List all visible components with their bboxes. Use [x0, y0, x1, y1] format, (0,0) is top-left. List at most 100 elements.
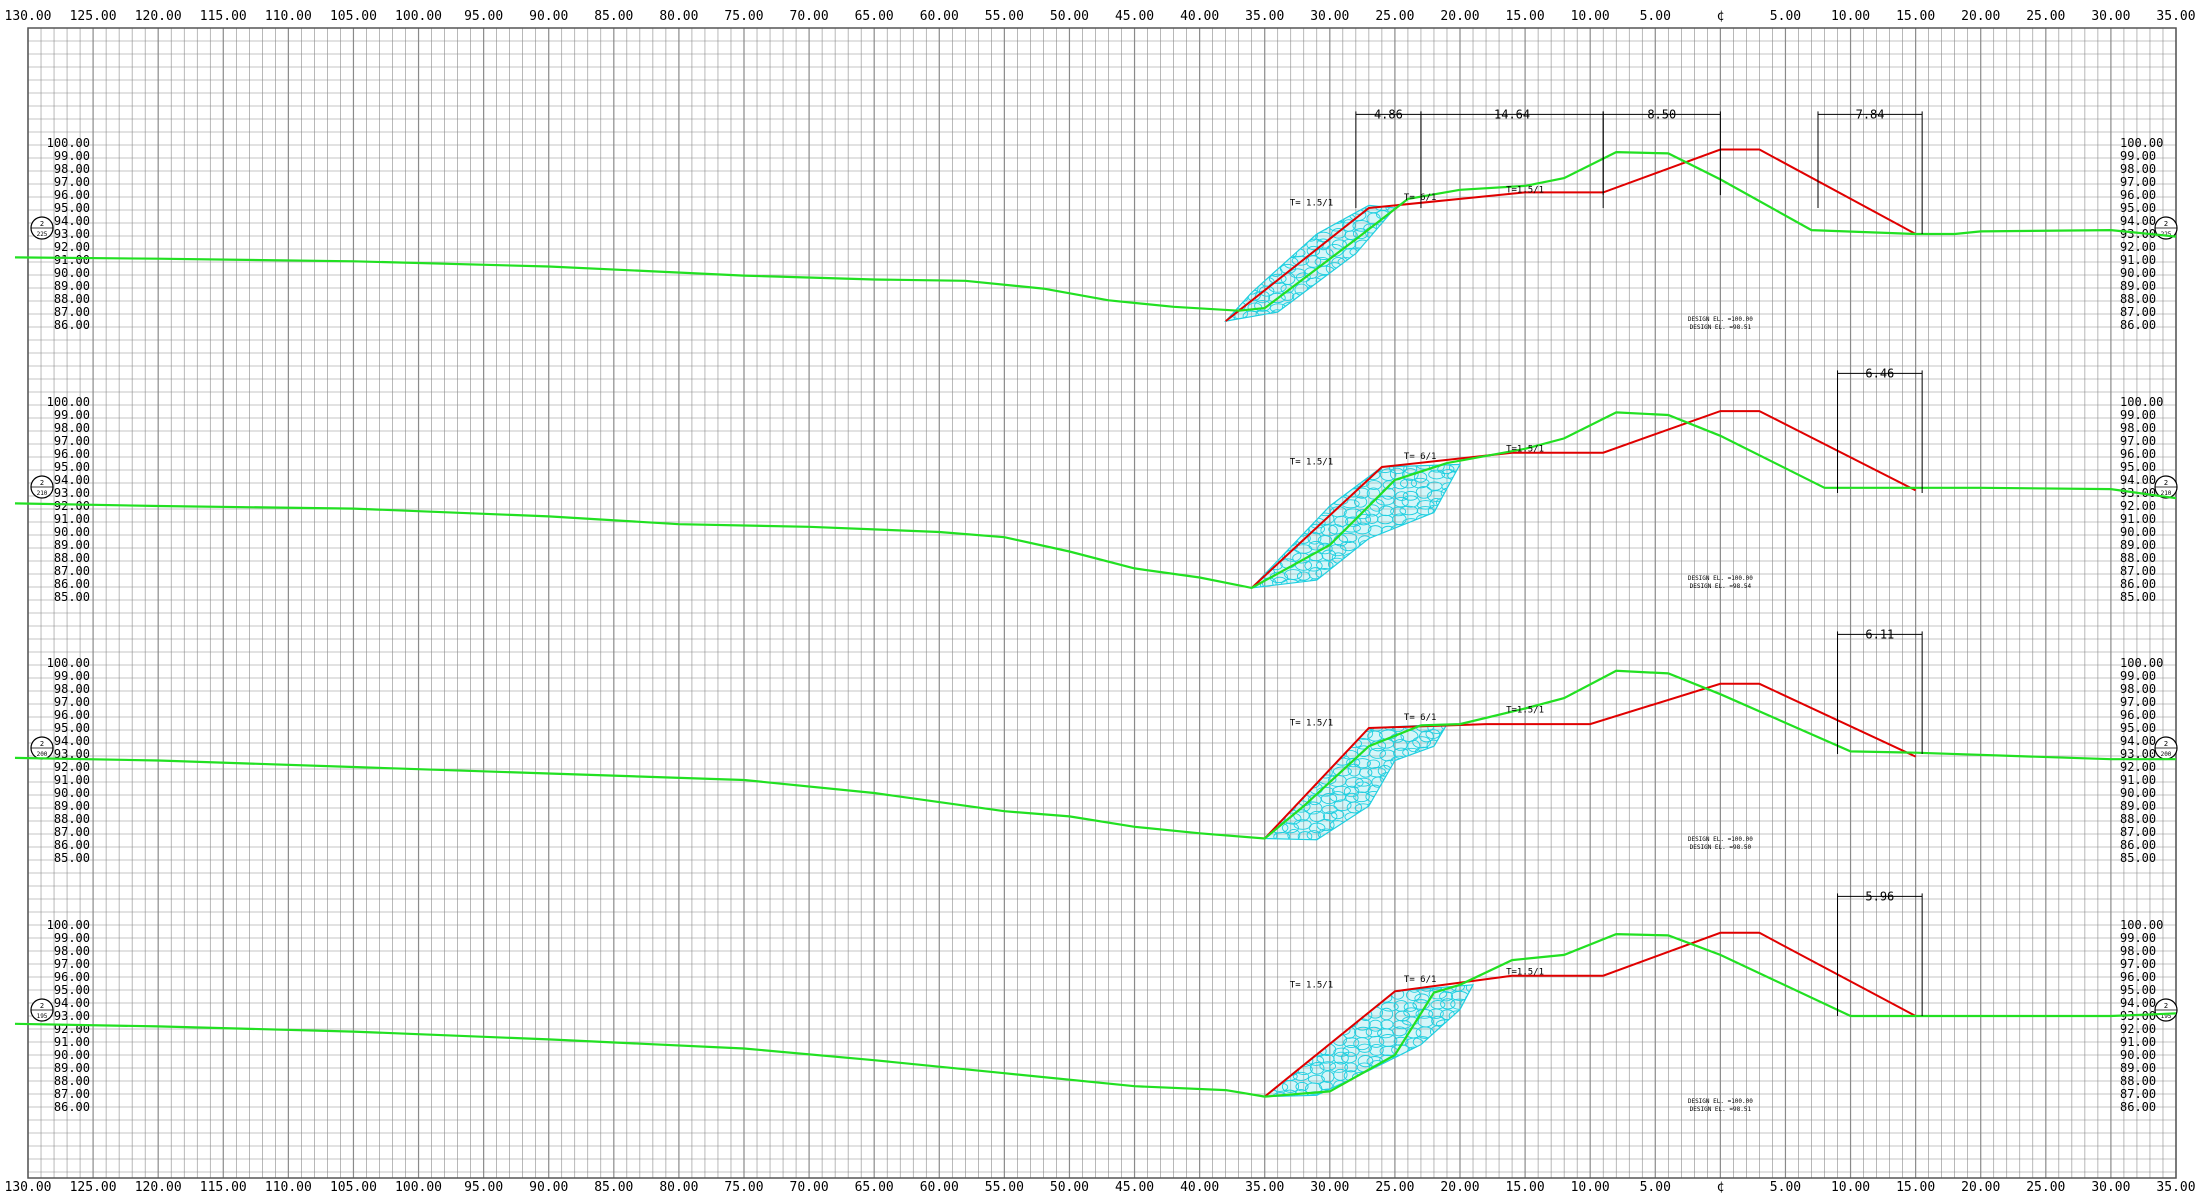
rock-cell: [1354, 496, 1368, 508]
elevation-label-right: 88.00: [2120, 292, 2156, 306]
elevation-label-left: 91.00: [54, 1035, 90, 1049]
elevation-label-right: 91.00: [2120, 512, 2156, 526]
x-axis-tick-label-top: 35.00: [1245, 9, 1284, 24]
x-axis-tick-label-bottom: 25.00: [2026, 1180, 2065, 1193]
slope-label: T= 1.5/1: [1290, 198, 1333, 208]
dimension-value: 7.84: [1856, 107, 1885, 121]
elevation-label-right: 96.00: [2120, 188, 2156, 202]
elevation-label-left: 93.00: [54, 227, 90, 241]
rock-cell: [1317, 535, 1333, 546]
x-axis-tick-label-bottom: 105.00: [330, 1180, 377, 1193]
x-axis-tick-label-top: 85.00: [594, 9, 633, 24]
elevation-label-right: 100.00: [2120, 395, 2163, 409]
elevation-label-left: 94.00: [54, 996, 90, 1010]
rock-cell: [1369, 1043, 1384, 1056]
rock-cell: [1338, 532, 1358, 544]
rock-cell: [1368, 1019, 1383, 1032]
dimension-value: 4.86: [1374, 107, 1403, 121]
elevation-label-left: 99.00: [54, 408, 90, 422]
rock-cell: [1319, 1061, 1337, 1071]
rock-cell: [1331, 810, 1345, 820]
x-axis-tick-label-top: 45.00: [1115, 9, 1154, 24]
elevation-label-left: 99.00: [54, 149, 90, 163]
elevation-label-right: 96.00: [2120, 447, 2156, 461]
elevation-label-right: 94.00: [2120, 214, 2156, 228]
x-axis-tick-label-bottom: 60.00: [920, 1180, 959, 1193]
elevation-label-right: 97.00: [2120, 695, 2156, 709]
station-bubble-bottom: 210: [2161, 490, 2172, 497]
x-axis-tick-label-top: 30.00: [2091, 9, 2130, 24]
rock-cell: [1320, 524, 1338, 537]
elevation-label-right: 89.00: [2120, 279, 2156, 293]
elevation-label-left: 89.00: [54, 279, 90, 293]
elevation-label-right: 90.00: [2120, 786, 2156, 800]
elevation-label-right: 95.00: [2120, 460, 2156, 474]
elevation-label-left: 88.00: [54, 292, 90, 306]
elevation-label-right: 88.00: [2120, 551, 2156, 565]
x-axis-tick-label-bottom: 115.00: [200, 1180, 247, 1193]
elevation-label-right: 99.00: [2120, 149, 2156, 163]
elevation-label-left: 85.00: [54, 590, 90, 604]
elevation-label-left: 87.00: [54, 825, 90, 839]
rock-cell: [1352, 220, 1371, 232]
rock-cell: [1465, 984, 1474, 994]
rock-cell: [1329, 1061, 1349, 1073]
x-axis-tick-label-top: 105.00: [330, 9, 377, 24]
rock-cell: [1368, 1035, 1385, 1048]
elevation-label-right: 91.00: [2120, 1035, 2156, 1049]
elevation-label-right: 97.00: [2120, 175, 2156, 189]
elevation-label-right: 87.00: [2120, 1087, 2156, 1101]
rock-cell: [1437, 464, 1455, 475]
elevation-label-right: 89.00: [2120, 538, 2156, 552]
rock-cell: [1366, 759, 1381, 769]
rock-cell: [1390, 506, 1407, 517]
rock-cell: [1268, 292, 1286, 304]
x-axis-tick-label-bottom: 20.00: [1440, 1180, 1479, 1193]
elevation-label-right: 87.00: [2120, 825, 2156, 839]
elevation-label-left: 86.00: [54, 1100, 90, 1114]
elevation-label-left: 86.00: [54, 838, 90, 852]
x-axis-tick-label-top: 55.00: [985, 9, 1024, 24]
rock-cell: [1440, 727, 1447, 740]
rock-cell: [1303, 801, 1323, 815]
elevation-label-right: 89.00: [2120, 799, 2156, 813]
design-elevation-note: DESIGN EL. =98.50: [1690, 844, 1752, 851]
x-axis-tick-label-top: 15.00: [1896, 9, 1935, 24]
elevation-label-left: 93.00: [54, 747, 90, 761]
x-axis-tick-label-bottom: 125.00: [70, 1180, 117, 1193]
x-axis-tick-label-bottom: 10.00: [1571, 1180, 1610, 1193]
slope-label: T=1.5/1: [1506, 185, 1544, 195]
elevation-label-left: 88.00: [54, 551, 90, 565]
x-axis-tick-label-bottom: 95.00: [464, 1180, 503, 1193]
elevation-label-left: 92.00: [54, 499, 90, 513]
rock-cell: [1272, 576, 1288, 588]
elevation-label-left: 96.00: [54, 970, 90, 984]
elevation-label-left: 97.00: [54, 695, 90, 709]
rock-cell: [1343, 1037, 1360, 1048]
design-profile-line: [1263, 682, 1917, 840]
elevation-label-right: 99.00: [2120, 408, 2156, 422]
slope-label: T=1.5/1: [1506, 705, 1544, 715]
rock-cell: [1321, 549, 1337, 561]
elevation-label-left: 96.00: [54, 708, 90, 722]
rock-cell: [1297, 831, 1313, 840]
elevation-label-right: 98.00: [2120, 944, 2156, 958]
rock-cell: [1333, 1051, 1349, 1065]
elevation-label-right: 89.00: [2120, 1061, 2156, 1075]
existing-ground-line: [14, 411, 2177, 590]
x-axis-tick-label-bottom: 30.00: [2091, 1180, 2130, 1193]
x-axis-tick-label-bottom: 50.00: [1050, 1180, 1089, 1193]
x-axis-tick-label-top: 25.00: [2026, 9, 2065, 24]
elevation-label-right: 98.00: [2120, 421, 2156, 435]
elevation-label-left: 85.00: [54, 851, 90, 865]
elevation-label-right: 94.00: [2120, 734, 2156, 748]
elevation-label-right: 99.00: [2120, 669, 2156, 683]
design-profile-line: [1251, 410, 1917, 589]
x-axis-tick-label-top: 125.00: [70, 9, 117, 24]
rock-cell: [1366, 480, 1382, 490]
elevation-label-right: 99.00: [2120, 931, 2156, 945]
rock-cell: [1306, 830, 1321, 840]
elevation-label-left: 100.00: [47, 656, 90, 670]
